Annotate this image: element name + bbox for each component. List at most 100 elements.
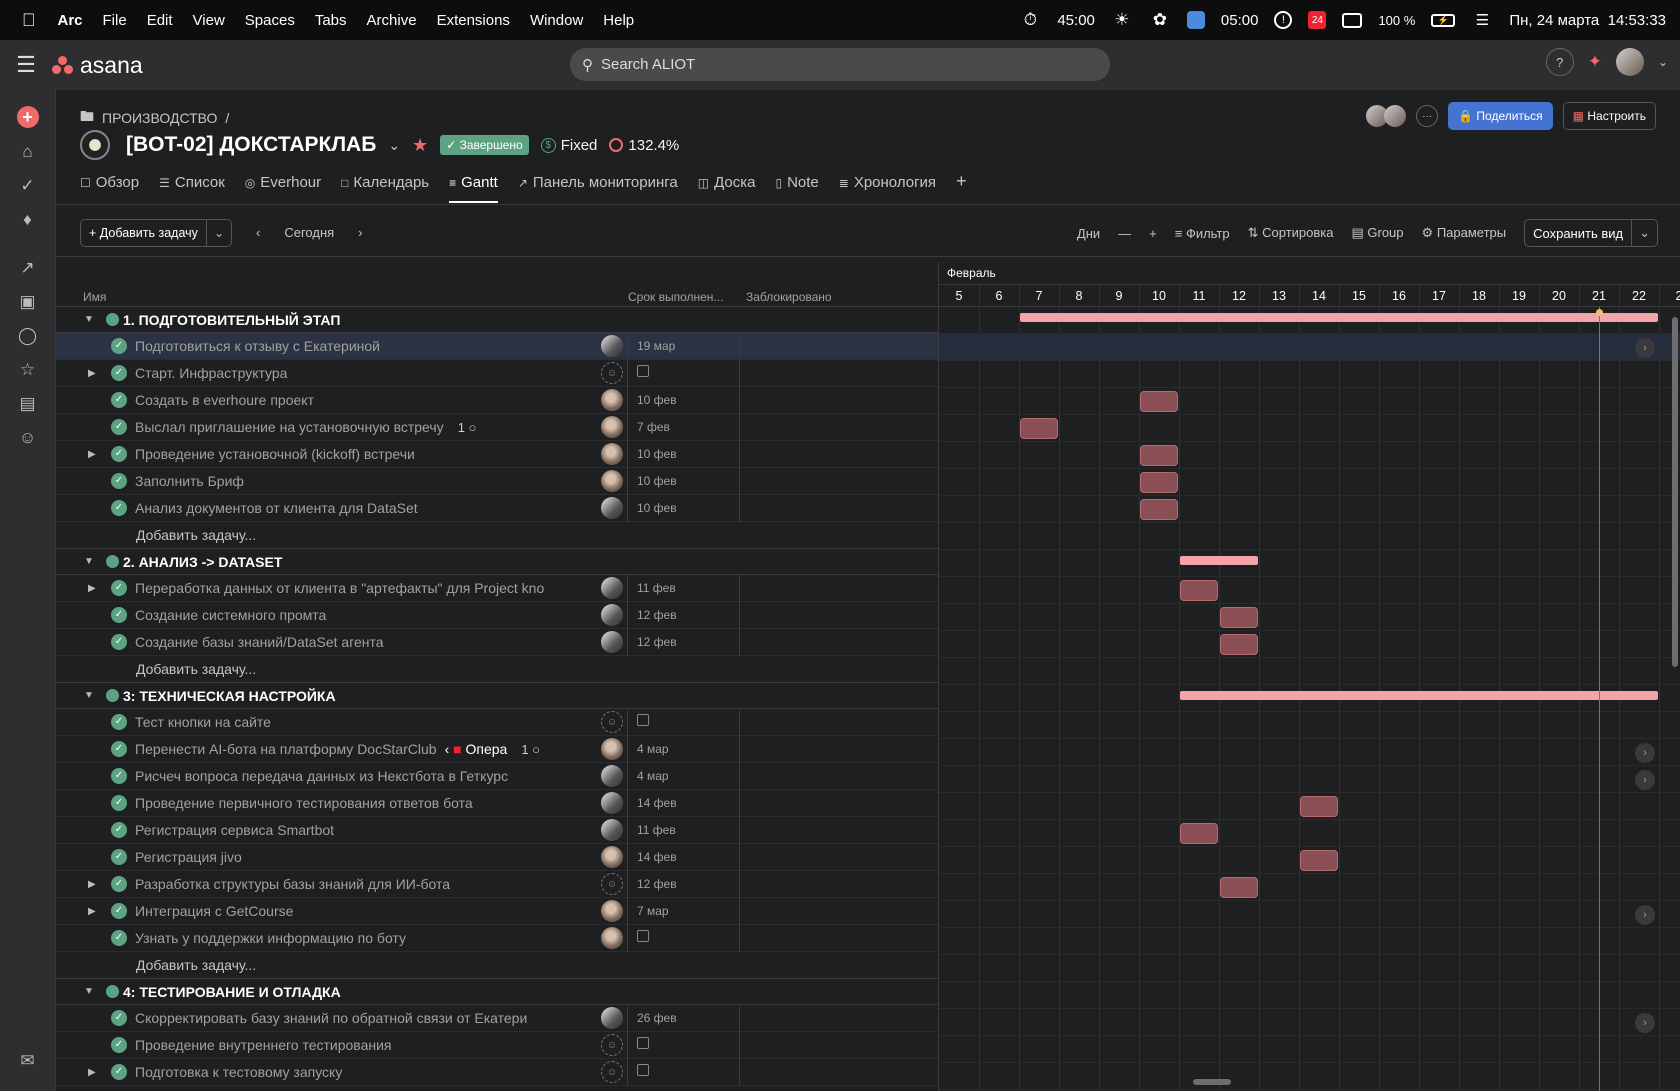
section-title[interactable]: 4: ТЕСТИРОВАНИЕ И ОТЛАДКА — [123, 983, 341, 1000]
comment-count[interactable]: 1 ○ — [521, 742, 540, 757]
task-complete-check-icon[interactable]: ✓ — [111, 500, 127, 516]
task-complete-check-icon[interactable]: ✓ — [111, 338, 127, 354]
expand-triangle-icon[interactable]: ▶ — [88, 878, 96, 890]
goals-icon[interactable]: ▤ — [19, 394, 36, 413]
task-name[interactable]: Рисчеч вопроса передача данных из Некстб… — [135, 768, 610, 784]
screen-icon[interactable] — [1342, 12, 1363, 28]
task-row[interactable]: ✓ Заполнить Бриф 10 фев — [56, 467, 938, 495]
menu-archive[interactable]: Archive — [353, 11, 417, 29]
blocked-cell[interactable] — [739, 467, 938, 495]
task-row[interactable]: ✓ Создание базы знаний/DataSet агента 12 ф… — [56, 628, 938, 656]
menu-file[interactable]: File — [89, 11, 127, 29]
blocked-cell[interactable] — [739, 897, 938, 925]
task-bar[interactable] — [1220, 607, 1258, 628]
scroll-to-task-icon[interactable]: › — [1635, 905, 1655, 925]
timer-icon[interactable]: ⏱ — [1023, 10, 1037, 29]
section-bar[interactable] — [1020, 313, 1658, 322]
assignee-avatar[interactable] — [601, 927, 623, 949]
task-row[interactable]: ▶ ✓ Интеграция с GetCourse 7 мар — [56, 897, 938, 925]
due-date[interactable]: 19 мар — [627, 332, 739, 360]
tab-overview[interactable]: ☐ Обзор — [80, 174, 139, 203]
projects-folder-icon[interactable]: ▣ — [19, 292, 36, 311]
task-complete-check-icon[interactable]: ✓ — [111, 930, 127, 946]
task-row[interactable]: ✓ Создание системного промта 12 фев — [56, 601, 938, 629]
params-button[interactable]: ⚙ Параметры — [1421, 225, 1507, 240]
due-date[interactable]: 7 мар — [627, 897, 739, 925]
save-view-button[interactable]: Сохранить вид ⌄ — [1524, 219, 1658, 247]
expand-triangle-icon[interactable]: ▶ — [88, 448, 96, 460]
menu-spaces[interactable]: Spaces — [231, 11, 295, 29]
progress-field[interactable]: 132.4% — [609, 137, 679, 154]
blocked-cell[interactable] — [739, 1004, 938, 1032]
task-complete-check-icon[interactable]: ✓ — [111, 580, 127, 596]
blocked-cell[interactable] — [739, 708, 938, 736]
comment-count[interactable]: 1 ○ — [458, 420, 477, 435]
task-row[interactable]: ▶ ✓ Разработка структуры базы знаний для И… — [56, 870, 938, 898]
task-name[interactable]: Подготовка к тестовому запуску — [135, 1064, 610, 1080]
apple-icon[interactable]:  — [22, 10, 36, 31]
task-bar[interactable] — [1020, 418, 1058, 439]
column-name-header[interactable]: Имя — [83, 290, 107, 304]
task-name[interactable]: Подготовиться к отзыву с Екатериной — [135, 338, 610, 354]
add-task-row[interactable]: Добавить задачу... — [56, 952, 938, 979]
blocked-cell[interactable] — [739, 332, 938, 360]
task-name[interactable]: Узнать у поддержки информацию по боту — [135, 930, 610, 946]
task-name[interactable]: Анализ документов от клиента для DataSet — [135, 500, 610, 516]
task-row[interactable]: ✓ Скорректировать базу знаний по обратной… — [56, 1004, 938, 1032]
task-complete-check-icon[interactable]: ✓ — [111, 365, 127, 381]
task-name[interactable]: Выслал приглашение на установочную встре… — [135, 419, 610, 435]
task-name[interactable]: Создание системного промта — [135, 607, 610, 623]
blocked-cell[interactable] — [739, 924, 938, 952]
create-button[interactable]: + — [16, 106, 39, 128]
scroll-to-task-icon[interactable]: › — [1635, 1013, 1655, 1033]
tab-gantt[interactable]: ≡ Gantt — [449, 174, 498, 203]
assignee-avatar[interactable] — [601, 846, 623, 868]
task-bar[interactable] — [1140, 472, 1178, 493]
task-name[interactable]: Создать в everhoure проект — [135, 392, 610, 408]
due-date[interactable] — [627, 924, 739, 952]
horizontal-scrollbar[interactable] — [1193, 1079, 1231, 1085]
section-bar[interactable] — [1180, 691, 1658, 700]
assignee-avatar[interactable] — [601, 792, 623, 814]
blocked-cell[interactable] — [739, 386, 938, 414]
my-tasks-icon[interactable]: ✓ — [20, 176, 35, 195]
more-members-button[interactable]: ··· — [1416, 105, 1439, 127]
task-row[interactable]: ▶ ✓ Переработка данных от клиента в "артеф… — [56, 574, 938, 602]
member-avatar[interactable] — [1366, 105, 1389, 127]
task-name[interactable]: Скорректировать базу знаний по обратной … — [135, 1010, 610, 1026]
blocked-cell[interactable] — [739, 789, 938, 817]
task-bar[interactable] — [1140, 445, 1178, 466]
user-avatar[interactable] — [1615, 48, 1644, 76]
task-row[interactable]: ✓ Тест кнопки на сайте ☺ — [56, 708, 938, 736]
task-row[interactable]: ✓ Создать в everhoure проект 10 фев — [56, 386, 938, 414]
task-complete-check-icon[interactable]: ✓ — [111, 795, 127, 811]
add-task-link[interactable]: Добавить задачу... — [136, 957, 257, 973]
task-name[interactable]: Проведение установочной (kickoff) встреч… — [135, 446, 610, 462]
task-row[interactable]: ✓ Проведение первичного тестирования отве… — [56, 789, 938, 817]
section-title[interactable]: 3: ТЕХНИЧЕСКАЯ НАСТРОЙКА — [123, 687, 336, 704]
task-complete-check-icon[interactable]: ✓ — [111, 849, 127, 865]
tab-calendar[interactable]: □ Календарь — [341, 174, 429, 203]
add-task-link[interactable]: Добавить задачу... — [136, 527, 257, 543]
due-date[interactable] — [627, 708, 739, 736]
blocked-cell[interactable] — [739, 494, 938, 522]
filter-button[interactable]: ≡ Фильтр — [1174, 225, 1230, 241]
task-row[interactable]: ✓ Перенести AI-бота на платформу DocStarC… — [56, 735, 938, 763]
section-header[interactable]: ▼ 1. ПОДГОТОВИТЕЛЬНЫЙ ЭТАП — [56, 307, 938, 333]
assignee-placeholder-icon[interactable]: ☺ — [601, 362, 623, 384]
task-bar[interactable] — [1180, 823, 1218, 844]
task-complete-check-icon[interactable]: ✓ — [111, 741, 127, 757]
tab-everhour[interactable]: ◎ Everhour — [245, 174, 321, 203]
task-name[interactable]: Регистрация сервиса Smartbot — [135, 822, 610, 838]
assignee-avatar[interactable] — [601, 470, 623, 492]
group-button[interactable]: ▤ Group — [1351, 225, 1404, 240]
section-title[interactable]: 1. ПОДГОТОВИТЕЛЬНЫЙ ЭТАП — [123, 311, 341, 328]
assignee-avatar[interactable] — [601, 631, 623, 653]
section-header[interactable]: ▼ 3: ТЕХНИЧЕСКАЯ НАСТРОЙКА — [56, 683, 938, 709]
status-badge[interactable]: ✓ Завершено — [440, 135, 529, 155]
chevron-down-icon[interactable]: ⌄ — [1631, 220, 1657, 246]
project-title[interactable]: [BOT-02] ДОКСТАРКЛАБ — [126, 133, 377, 156]
home-icon[interactable]: ⌂ — [22, 142, 33, 161]
chevron-down-icon[interactable]: ⌄ — [1657, 55, 1668, 69]
assignee-avatar[interactable] — [601, 604, 623, 626]
